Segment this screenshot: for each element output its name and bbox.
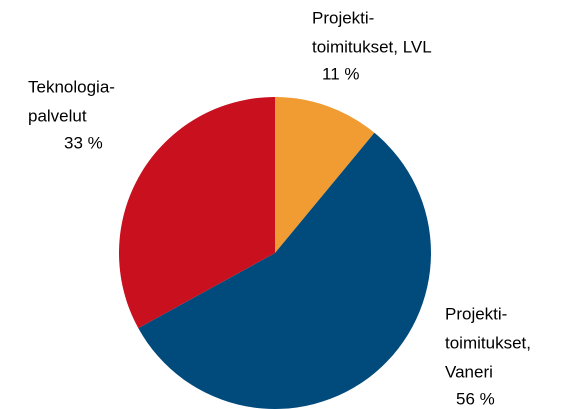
value-label: 11 % (322, 64, 360, 83)
slice-label: Vaneri (445, 362, 493, 381)
slice-label: Projekti- (312, 8, 374, 27)
pie-slice (275, 97, 375, 253)
slice-label: Projekti- (445, 304, 507, 323)
slice-label: toimitukset, LVL (312, 37, 432, 56)
slice-label: toimitukset, (445, 333, 531, 352)
value-label: 56 % (456, 389, 495, 408)
pie-slice (119, 97, 275, 329)
value-label: 33 % (64, 133, 103, 152)
pie-slice (138, 132, 432, 409)
slice-label: Teknologia- (28, 77, 115, 96)
slice-label: palvelut (28, 106, 87, 125)
